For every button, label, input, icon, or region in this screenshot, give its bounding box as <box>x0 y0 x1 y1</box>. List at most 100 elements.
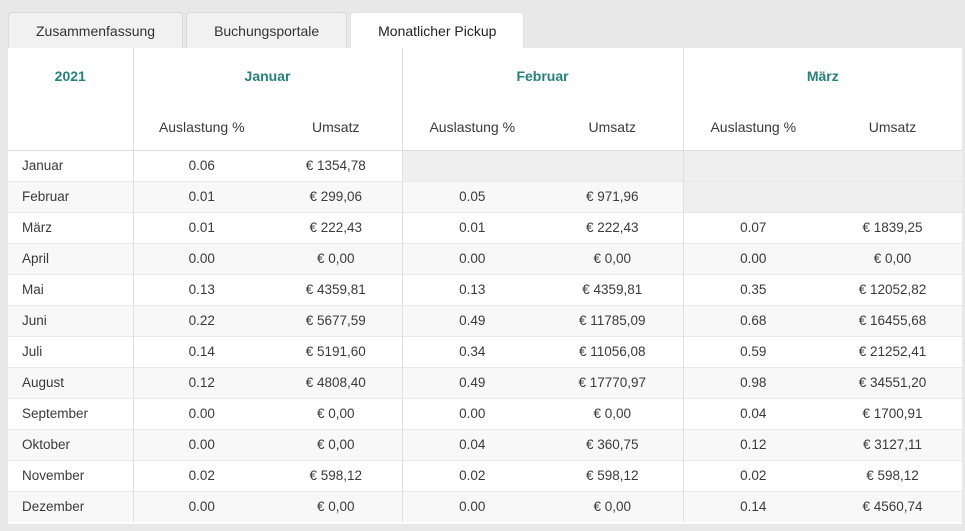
occupancy-header: Auslastung % <box>401 104 543 151</box>
occupancy-cell: 0.49 <box>401 366 543 398</box>
table-row: Mai 0.13 € 4359,81 0.13 € 4359,81 0.35 € 12052… <box>8 273 963 305</box>
occupancy-cell: 0.01 <box>401 211 543 243</box>
revenue-cell: € 4808,40 <box>270 366 403 398</box>
row-label: Mai <box>8 273 133 305</box>
occupancy-cell: 0.22 <box>132 304 270 336</box>
revenue-cell: € 12052,82 <box>823 273 963 305</box>
occupancy-cell: 0.12 <box>132 366 270 398</box>
occupancy-cell: 0.13 <box>401 273 543 305</box>
occupancy-cell: 0.13 <box>132 273 270 305</box>
row-label: Januar <box>8 149 133 181</box>
revenue-header: Umsatz <box>270 104 403 151</box>
occupancy-cell: 0.35 <box>682 273 824 305</box>
revenue-cell: € 598,12 <box>542 459 684 491</box>
table-row: Juli 0.14 € 5191,60 0.34 € 11056,08 0.59 € 212… <box>8 335 963 367</box>
pickup-panel: 2021 Januar Februar März Auslastung % Um… <box>8 48 963 524</box>
revenue-cell: € 5677,59 <box>270 304 403 336</box>
table-row: August 0.12 € 4808,40 0.49 € 17770,97 0.98 € 3… <box>8 366 963 398</box>
revenue-cell: € 4359,81 <box>542 273 684 305</box>
revenue-cell: € 1354,78 <box>270 149 403 181</box>
revenue-cell: € 1839,25 <box>823 211 963 243</box>
revenue-cell: € 5191,60 <box>270 335 403 367</box>
occupancy-cell: 0.02 <box>132 459 270 491</box>
empty-cell <box>823 180 963 212</box>
empty-cell <box>823 149 963 181</box>
occupancy-cell: 0.00 <box>132 397 270 429</box>
row-label: September <box>8 397 133 429</box>
revenue-cell: € 0,00 <box>270 490 403 522</box>
row-label: Juni <box>8 304 133 336</box>
table-row: November 0.02 € 598,12 0.02 € 598,12 0.02 € 59… <box>8 459 963 491</box>
revenue-cell: € 299,06 <box>270 180 403 212</box>
row-label: Oktober <box>8 428 133 460</box>
occupancy-cell: 0.02 <box>682 459 824 491</box>
occupancy-cell: 0.02 <box>401 459 543 491</box>
row-label: August <box>8 366 133 398</box>
row-label: Juli <box>8 335 133 367</box>
occupancy-cell: 0.07 <box>682 211 824 243</box>
table-row: September 0.00 € 0,00 0.00 € 0,00 0.04 € 1700,… <box>8 397 963 429</box>
row-label: November <box>8 459 133 491</box>
occupancy-cell: 0.01 <box>132 211 270 243</box>
revenue-cell: € 598,12 <box>270 459 403 491</box>
revenue-cell: € 222,43 <box>270 211 403 243</box>
table-row: Juni 0.22 € 5677,59 0.49 € 11785,09 0.68 € 164… <box>8 304 963 336</box>
row-label: Februar <box>8 180 133 212</box>
revenue-cell: € 0,00 <box>270 242 403 274</box>
revenue-header: Umsatz <box>823 104 963 151</box>
occupancy-cell: 0.14 <box>682 490 824 522</box>
revenue-cell: € 1700,91 <box>823 397 963 429</box>
table-row: Oktober 0.00 € 0,00 0.04 € 360,75 0.12 € 3127,… <box>8 428 963 460</box>
empty-cell <box>401 149 543 181</box>
occupancy-cell: 0.00 <box>401 242 543 274</box>
table-row: Januar 0.06 € 1354,78 <box>8 149 963 181</box>
occupancy-cell: 0.68 <box>682 304 824 336</box>
sub-header-row: Auslastung % Umsatz Auslastung % Umsatz … <box>8 104 963 151</box>
table-row: April 0.00 € 0,00 0.00 € 0,00 0.00 € 0,00 <box>8 242 963 274</box>
occupancy-cell: 0.00 <box>132 428 270 460</box>
empty-cell <box>682 180 824 212</box>
group-header-februar: Februar <box>401 48 684 104</box>
occupancy-cell: 0.98 <box>682 366 824 398</box>
occupancy-cell: 0.05 <box>401 180 543 212</box>
revenue-cell: € 34551,20 <box>823 366 963 398</box>
revenue-cell: € 598,12 <box>823 459 963 491</box>
occupancy-cell: 0.01 <box>132 180 270 212</box>
occupancy-cell: 0.34 <box>401 335 543 367</box>
revenue-cell: € 0,00 <box>270 428 403 460</box>
table-row: Februar 0.01 € 299,06 0.05 € 971,96 <box>8 180 963 212</box>
revenue-cell: € 11056,08 <box>542 335 684 367</box>
revenue-cell: € 360,75 <box>542 428 684 460</box>
revenue-cell: € 11785,09 <box>542 304 684 336</box>
revenue-cell: € 3127,11 <box>823 428 963 460</box>
revenue-header: Umsatz <box>542 104 684 151</box>
revenue-cell: € 0,00 <box>542 242 684 274</box>
table-row: Dezember 0.00 € 0,00 0.00 € 0,00 0.14 € 4560,7… <box>8 490 963 522</box>
occupancy-cell: 0.04 <box>682 397 824 429</box>
tab-bar: Zusammenfassung Buchungsportale Monatlic… <box>0 0 965 48</box>
row-label: März <box>8 211 133 243</box>
revenue-cell: € 971,96 <box>542 180 684 212</box>
occupancy-cell: 0.00 <box>132 242 270 274</box>
revenue-cell: € 16455,68 <box>823 304 963 336</box>
empty-header-cell <box>8 104 133 151</box>
empty-cell <box>542 149 684 181</box>
revenue-cell: € 4560,74 <box>823 490 963 522</box>
occupancy-cell: 0.12 <box>682 428 824 460</box>
revenue-cell: € 21252,41 <box>823 335 963 367</box>
revenue-cell: € 0,00 <box>542 490 684 522</box>
occupancy-cell: 0.00 <box>132 490 270 522</box>
revenue-cell: € 17770,97 <box>542 366 684 398</box>
month-header-row: 2021 Januar Februar März <box>8 48 963 104</box>
tab-buchungsportale[interactable]: Buchungsportale <box>186 12 348 48</box>
row-label: Dezember <box>8 490 133 522</box>
tab-zusammenfassung[interactable]: Zusammenfassung <box>8 12 184 48</box>
tab-monatlicher-pickup[interactable]: Monatlicher Pickup <box>350 12 525 48</box>
group-header-januar: Januar <box>132 48 403 104</box>
pickup-table: 2021 Januar Februar März Auslastung % Um… <box>8 48 963 522</box>
revenue-cell: € 0,00 <box>270 397 403 429</box>
table-body: Januar 0.06 € 1354,78 Februar 0.01 € 299,06 0.… <box>8 149 963 522</box>
group-header-maerz: März <box>682 48 963 104</box>
occupancy-cell: 0.00 <box>682 242 824 274</box>
occupancy-header: Auslastung % <box>132 104 270 151</box>
